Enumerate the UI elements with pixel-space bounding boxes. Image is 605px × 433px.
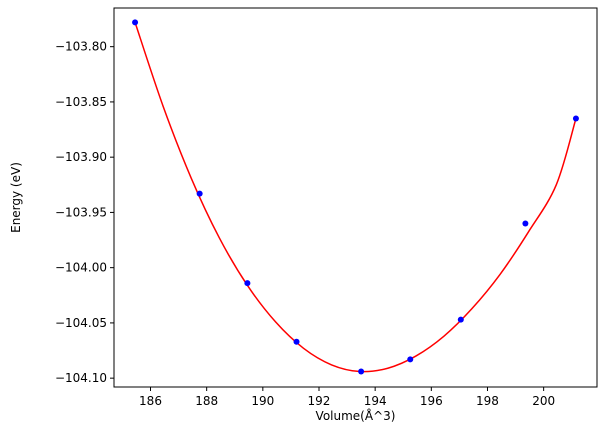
y-tick-label: −104.10 bbox=[55, 371, 107, 385]
plot-frame bbox=[113, 7, 598, 388]
data-point bbox=[407, 356, 414, 363]
x-tick-label: 196 bbox=[420, 394, 443, 408]
series-layer bbox=[132, 19, 579, 375]
plot-area bbox=[114, 8, 597, 387]
y-tick-label: −104.05 bbox=[55, 316, 107, 330]
data-point bbox=[522, 220, 529, 227]
y-tick-label: −103.95 bbox=[55, 205, 107, 219]
x-tick-label: 194 bbox=[364, 394, 387, 408]
data-point bbox=[358, 368, 365, 375]
fit-curve-line bbox=[134, 22, 577, 373]
y-tick-label: −103.90 bbox=[55, 150, 107, 164]
x-tick-label: 200 bbox=[532, 394, 555, 408]
y-tick-label: −103.80 bbox=[55, 40, 107, 54]
data-point bbox=[196, 190, 203, 197]
x-tick-label: 198 bbox=[476, 394, 499, 408]
x-tick-label: 190 bbox=[251, 394, 274, 408]
y-tick-label: −103.85 bbox=[55, 95, 107, 109]
x-tick-label: 186 bbox=[139, 394, 162, 408]
data-point bbox=[132, 19, 139, 26]
data-point bbox=[572, 115, 579, 122]
y-tick-label: −104.00 bbox=[55, 261, 107, 275]
x-axis-label: Volume(Å^3) bbox=[316, 408, 396, 423]
axes-layer: 186 188 190 192 194 196 198 200 −103.80 −103.85 −1… bbox=[55, 7, 598, 408]
x-tick-label: 192 bbox=[308, 394, 331, 408]
data-point bbox=[457, 316, 464, 323]
data-point bbox=[293, 338, 300, 345]
data-point bbox=[244, 280, 251, 287]
x-tick-label: 188 bbox=[195, 394, 218, 408]
y-axis-label: Energy (eV) bbox=[9, 162, 23, 233]
